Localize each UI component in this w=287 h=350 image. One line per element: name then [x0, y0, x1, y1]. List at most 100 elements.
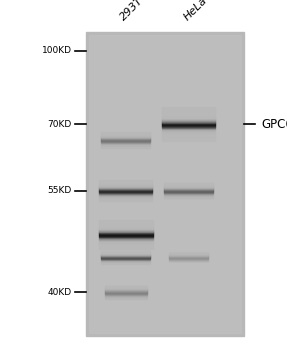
Bar [164, 190, 213, 191]
Bar [101, 144, 150, 145]
Text: 100KD: 100KD [42, 46, 72, 55]
Bar [101, 135, 150, 136]
Bar [99, 199, 152, 200]
Bar [162, 109, 215, 110]
Bar [101, 136, 150, 137]
Bar [162, 132, 215, 133]
Bar [99, 198, 152, 199]
Bar [98, 241, 153, 242]
Bar [99, 195, 152, 196]
Bar [99, 187, 152, 188]
Bar [98, 248, 153, 249]
Bar [101, 132, 150, 133]
Bar [98, 222, 153, 223]
Bar [101, 145, 150, 146]
Bar [162, 115, 215, 116]
Bar [98, 231, 153, 232]
Bar [99, 182, 152, 183]
Bar [101, 137, 150, 138]
Bar [98, 238, 153, 239]
Bar [162, 111, 215, 112]
Bar [99, 184, 152, 185]
Bar [162, 130, 215, 131]
Bar [162, 122, 215, 124]
Bar [98, 225, 153, 226]
Bar [162, 107, 215, 108]
Bar [162, 139, 215, 140]
Bar [99, 183, 152, 184]
Bar [162, 136, 215, 137]
Bar [98, 224, 153, 225]
Bar [98, 229, 153, 230]
Bar [98, 240, 153, 241]
Bar [164, 183, 213, 184]
Bar [162, 131, 215, 132]
Bar [162, 112, 215, 113]
Bar [162, 135, 215, 136]
Bar [162, 108, 215, 109]
Bar [99, 194, 152, 195]
Bar [164, 193, 213, 194]
Bar [164, 197, 213, 198]
Bar [98, 245, 153, 246]
Bar [98, 239, 153, 240]
Bar [162, 127, 215, 128]
Bar [99, 190, 152, 191]
Bar [98, 234, 153, 235]
Bar [99, 181, 152, 182]
Text: 70KD: 70KD [48, 120, 72, 129]
Bar [162, 137, 215, 138]
Bar [99, 180, 152, 181]
Bar [99, 191, 152, 192]
Bar [162, 129, 215, 130]
Bar [99, 188, 152, 189]
Bar [98, 244, 153, 245]
Bar [164, 187, 213, 188]
Bar [162, 128, 215, 129]
Bar [164, 196, 213, 197]
Bar [99, 189, 152, 190]
Bar [98, 246, 153, 247]
Bar [162, 138, 215, 139]
Bar [164, 185, 213, 186]
Bar [164, 184, 213, 185]
Bar [162, 125, 215, 126]
Bar [162, 133, 215, 134]
Bar [86, 32, 244, 336]
Bar [98, 227, 153, 228]
Bar [101, 142, 150, 143]
Bar [98, 235, 153, 236]
Text: 40KD: 40KD [48, 288, 72, 297]
Bar [101, 141, 150, 142]
Text: 293T: 293T [119, 0, 146, 23]
Bar [98, 237, 153, 238]
Bar [164, 186, 213, 187]
Bar [162, 118, 215, 119]
Bar [98, 247, 153, 248]
Bar [101, 146, 150, 147]
Bar [162, 113, 215, 114]
Bar [162, 114, 215, 115]
Bar [101, 134, 150, 135]
Bar [98, 223, 153, 224]
Text: HeLa: HeLa [182, 0, 209, 23]
Bar [98, 242, 153, 243]
Bar [164, 195, 213, 196]
Bar [98, 221, 153, 222]
Bar [98, 230, 153, 231]
Bar [101, 133, 150, 134]
Bar [99, 186, 152, 187]
Bar [99, 200, 152, 201]
Bar [99, 193, 152, 194]
Bar [98, 220, 153, 221]
Bar [162, 140, 215, 141]
Bar [101, 138, 150, 139]
Bar [164, 189, 213, 190]
Bar [98, 232, 153, 233]
Bar [162, 121, 215, 122]
Bar [89, 35, 241, 332]
Bar [162, 110, 215, 111]
Bar [164, 188, 213, 189]
Bar [98, 233, 153, 234]
Bar [98, 226, 153, 227]
